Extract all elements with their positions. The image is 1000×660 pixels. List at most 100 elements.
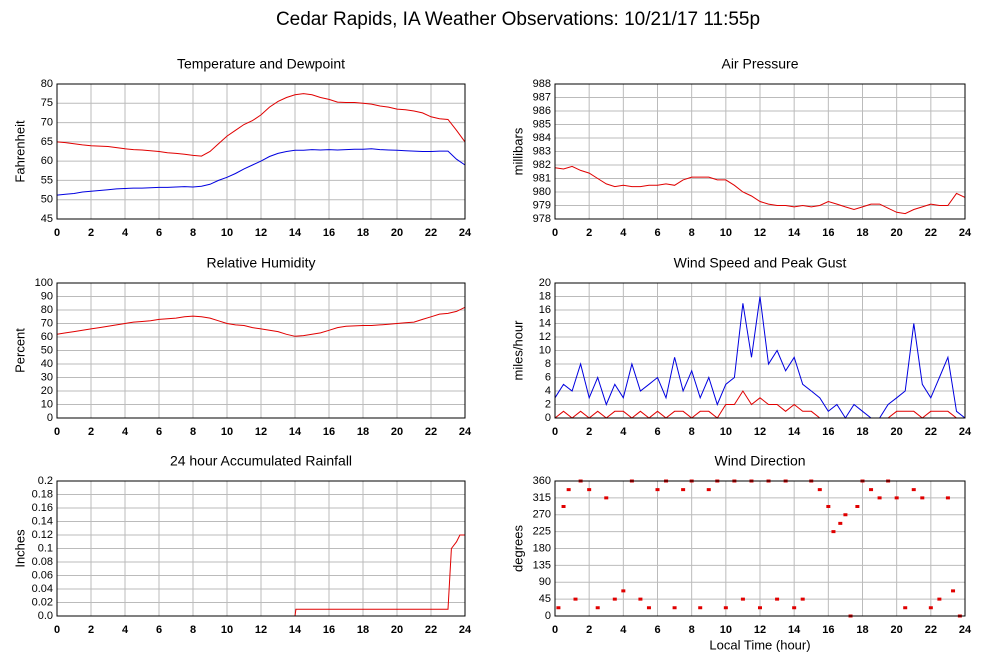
x-tick-label: 12: [754, 426, 766, 438]
data-point: [877, 496, 882, 500]
data-point: [621, 589, 626, 593]
y-tick-label: 0.18: [32, 488, 53, 500]
y-tick-label: 16: [539, 304, 551, 316]
data-line: [57, 534, 465, 617]
x-tick-label: 18: [856, 426, 868, 438]
data-point: [758, 606, 762, 610]
data-point: [646, 606, 651, 610]
x-tick-label: 8: [190, 426, 196, 438]
x-tick-label: 16: [822, 426, 834, 438]
x-tick-label: 12: [255, 426, 267, 438]
y-tick-label: 0.0: [38, 610, 53, 622]
y-tick-label: 978: [533, 213, 551, 225]
y-tick-label: 0: [47, 412, 53, 424]
data-point: [740, 597, 745, 601]
y-tick-label: 80: [41, 78, 53, 90]
y-tick-label: 982: [533, 159, 551, 171]
y-axis-label: Inches: [12, 529, 27, 568]
data-point: [831, 530, 836, 534]
x-tick-label: 0: [54, 426, 60, 438]
data-point: [800, 597, 805, 601]
y-tick-label: 90: [41, 290, 53, 302]
x-tick-label: 22: [425, 227, 437, 239]
plot-frame: [56, 282, 466, 419]
y-tick-label: 18: [539, 290, 551, 302]
x-tick-label: 12: [255, 624, 267, 636]
plot-frame: [554, 83, 966, 220]
y-tick-label: 70: [41, 317, 53, 329]
x-tick-label: 8: [190, 227, 196, 239]
y-tick-label: 20: [539, 277, 551, 289]
y-tick-label: 180: [533, 542, 551, 554]
x-tick-label: 4: [620, 426, 627, 438]
x-tick-label: 16: [822, 227, 834, 239]
y-tick-label: 987: [533, 91, 551, 103]
y-tick-label: 0: [545, 412, 551, 424]
data-point: [937, 597, 942, 601]
x-tick-label: 12: [754, 624, 766, 636]
x-tick-label: 22: [425, 426, 437, 438]
y-tick-label: 100: [35, 277, 53, 289]
y-tick-label: 50: [41, 194, 53, 206]
data-point: [928, 606, 933, 610]
y-tick-label: 985: [533, 118, 551, 130]
y-tick-label: 0.14: [32, 515, 53, 527]
data-line: [554, 165, 966, 215]
y-tick-label: 4: [545, 385, 551, 397]
y-tick-label: 0.2: [38, 475, 53, 487]
plot-frame: [554, 480, 966, 617]
x-tick-label: 4: [620, 624, 627, 636]
x-tick-label: 2: [88, 227, 94, 239]
x-tick-label: 14: [788, 426, 801, 438]
x-tick-label: 22: [925, 624, 937, 636]
y-axis-label: miles/hour: [510, 320, 525, 381]
x-tick-label: 6: [654, 624, 660, 636]
x-tick-label: 24: [959, 624, 972, 636]
x-tick-label: 4: [620, 227, 627, 239]
y-tick-label: 90: [539, 576, 551, 588]
y-tick-label: 30: [41, 371, 53, 383]
x-tick-label: 10: [221, 426, 233, 438]
x-tick-label: 4: [122, 227, 129, 239]
figure-title: Cedar Rapids, IA Weather Observations: 1…: [276, 9, 760, 30]
chart-title: Temperature and Dewpoint: [177, 56, 345, 72]
x-tick-label: 20: [391, 624, 403, 636]
x-tick-label: 20: [391, 426, 403, 438]
data-point: [855, 505, 860, 508]
y-axis-label: millibars: [510, 127, 525, 175]
x-tick-label: 6: [156, 426, 162, 438]
y-tick-label: 315: [533, 492, 551, 504]
data-line: [554, 296, 966, 419]
x-tick-label: 8: [190, 624, 196, 636]
y-tick-label: 0: [545, 610, 551, 622]
y-tick-label: 984: [533, 132, 551, 144]
x-tick-label: 0: [54, 624, 60, 636]
y-tick-label: 70: [41, 116, 53, 128]
y-tick-label: 0.16: [32, 502, 53, 514]
x-tick-label: 16: [323, 227, 335, 239]
x-tick-label: 24: [459, 624, 472, 636]
x-tick-label: 20: [891, 426, 903, 438]
data-point: [672, 606, 677, 610]
y-axis-label: Percent: [12, 328, 27, 373]
data-point: [775, 597, 780, 601]
x-tick-label: 20: [891, 624, 903, 636]
y-tick-label: 986: [533, 105, 551, 117]
chart-title: Wind Speed and Peak Gust: [674, 255, 847, 271]
x-tick-label: 0: [552, 624, 558, 636]
x-tick-label: 2: [586, 227, 592, 239]
y-tick-label: 981: [533, 172, 551, 184]
x-tick-label: 18: [856, 624, 868, 636]
plot-frame: [554, 282, 966, 419]
y-tick-label: 8: [545, 358, 551, 370]
x-tick-label: 8: [689, 227, 695, 239]
data-point: [604, 496, 609, 500]
y-axis-label: degrees: [510, 525, 525, 572]
data-point: [612, 597, 617, 601]
x-tick-label: 24: [459, 227, 472, 239]
x-tick-label: 10: [720, 624, 732, 636]
data-point: [817, 488, 822, 492]
y-tick-label: 60: [41, 331, 53, 343]
plot-frame: [56, 480, 466, 617]
